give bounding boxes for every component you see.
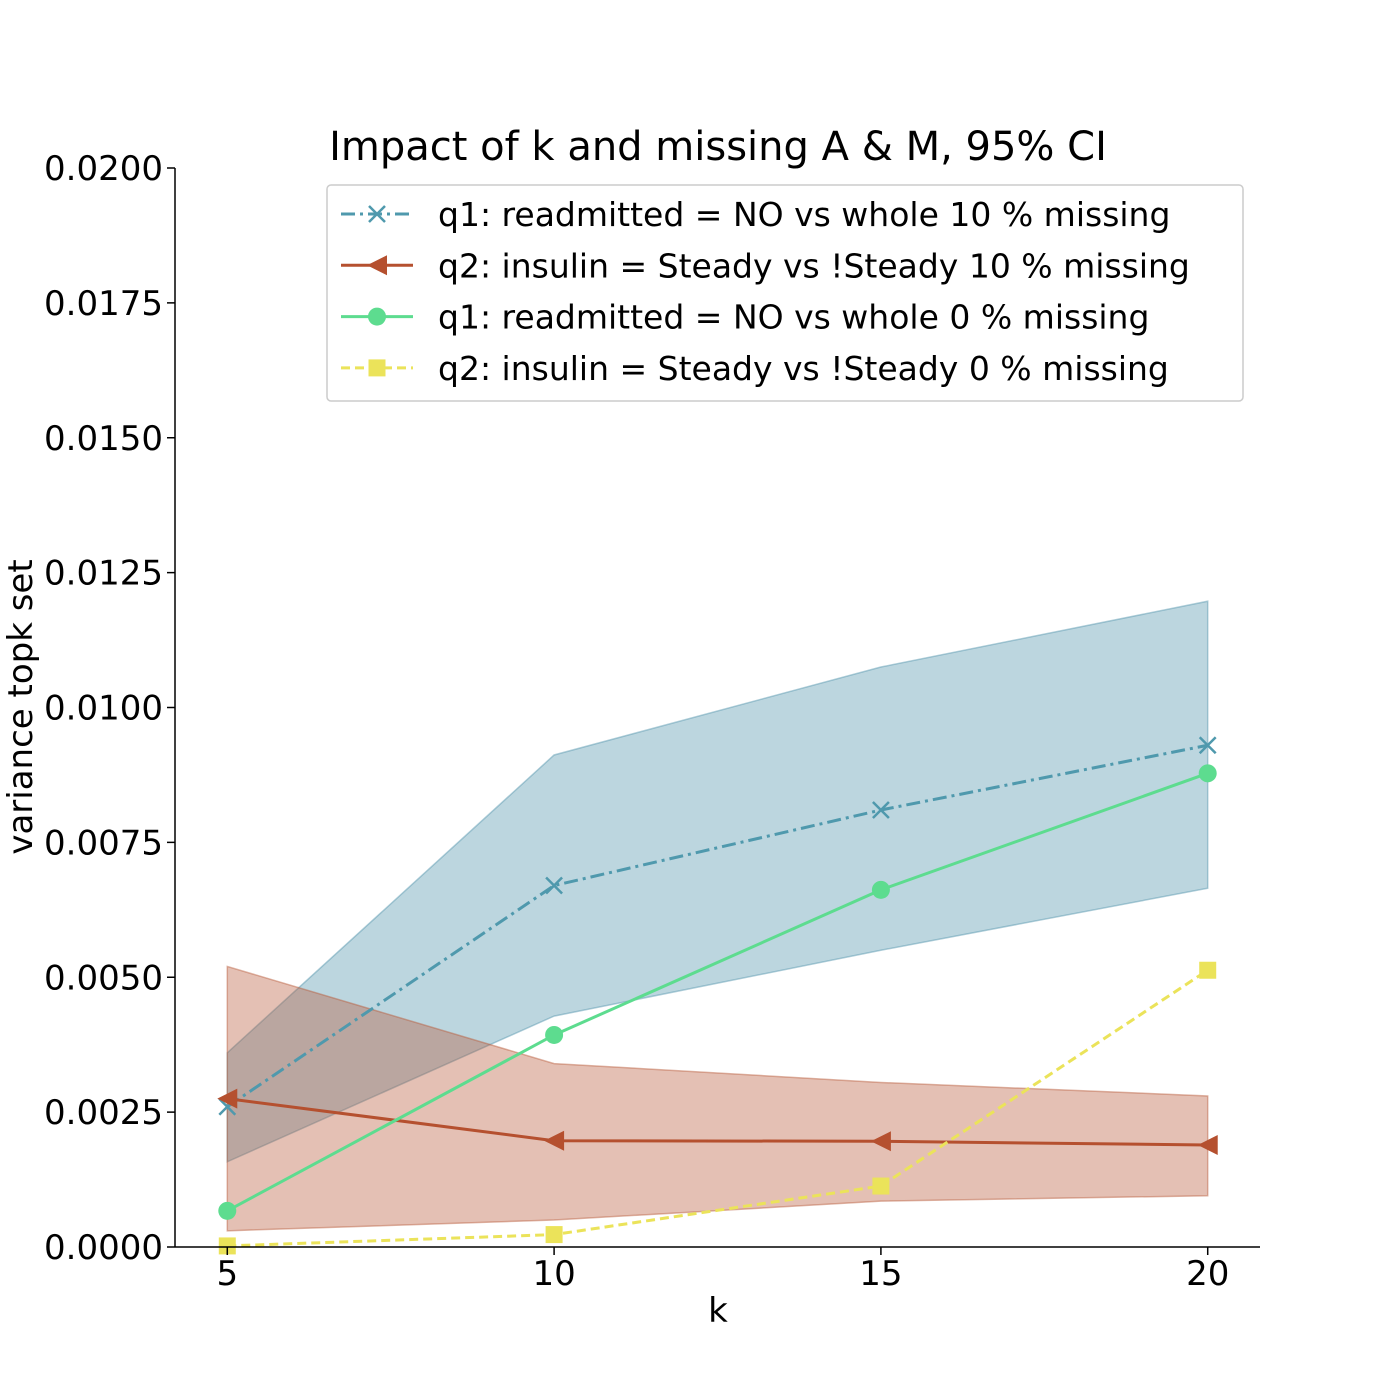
series-lines [217, 736, 1218, 1255]
data-point [545, 876, 563, 895]
chart-title: Impact of k and missing A & M, 95% CI [329, 124, 1107, 170]
data-point [1197, 1135, 1218, 1156]
legend-entry-4: q2: insulin = Steady vs !Steady 0 % miss… [341, 349, 1169, 388]
legend-label: q1: readmitted = NO vs whole 10 % missin… [438, 195, 1170, 234]
series-line-2 [227, 1097, 1208, 1147]
y-ticks: 0.0000 0.0025 0.0050 0.0075 0.0100 0.0125 0.01… [44, 149, 175, 1268]
series-3 [218, 764, 1217, 1220]
legend: q1: readmitted = NO vs whole 10 % missin… [326, 184, 1244, 402]
legend-label: q2: insulin = Steady vs !Steady 0 % miss… [438, 349, 1169, 388]
y-tick-label: 0.0050 [44, 958, 163, 998]
legend-label: q2: insulin = Steady vs !Steady 10 % mis… [438, 246, 1190, 285]
y-tick-label: 0.0150 [44, 419, 163, 459]
legend-marker [368, 205, 386, 223]
series-line-1 [226, 743, 1209, 1108]
data-point [217, 1088, 238, 1109]
y-tick-label: 0.0175 [44, 284, 163, 324]
data-point [218, 1237, 236, 1255]
legend-marker [368, 359, 386, 377]
x-ticks: 5 10 15 20 [216, 1247, 1229, 1294]
y-tick-label: 0.0075 [44, 823, 163, 863]
data-point [544, 1130, 565, 1151]
x-tick-label: 20 [1186, 1254, 1229, 1294]
data-point [1198, 736, 1217, 755]
data-point [1199, 961, 1217, 979]
y-tick-label: 0.0200 [44, 149, 163, 189]
series-4 [218, 961, 1217, 1255]
y-axis-label: variance topk set [1, 559, 41, 854]
y-tick-label: 0.0025 [44, 1093, 163, 1133]
ci-band-series-2 [226, 965, 1209, 1232]
x-tick-label: 10 [532, 1254, 575, 1294]
confidence-bands [226, 600, 1209, 1232]
y-tick-label: 0.0125 [44, 554, 163, 594]
data-point [218, 1201, 237, 1220]
y-tick-label: 0.0000 [44, 1228, 163, 1268]
data-point [545, 1025, 564, 1044]
x-tick-label: 15 [859, 1254, 902, 1294]
legend-entry-1: q1: readmitted = NO vs whole 10 % missin… [341, 195, 1170, 234]
series-line-3 [226, 771, 1209, 1213]
data-point [871, 880, 890, 899]
legend-entry-2: q2: insulin = Steady vs !Steady 10 % mis… [341, 246, 1190, 285]
x-axis-label: k [708, 1291, 728, 1331]
data-point [872, 1177, 890, 1195]
legend-entry-3: q1: readmitted = NO vs whole 0 % missing [341, 298, 1149, 337]
series-2 [217, 1088, 1218, 1156]
series-1 [218, 736, 1217, 1116]
series-line-4 [227, 968, 1209, 1248]
legend-frame [326, 184, 1244, 402]
x-tick-label: 5 [216, 1254, 238, 1294]
y-tick-label: 0.0100 [44, 689, 163, 729]
legend-marker [368, 307, 386, 326]
data-point [1198, 764, 1217, 783]
data-point [545, 1226, 563, 1244]
legend-marker [367, 255, 387, 276]
data-point [872, 801, 890, 819]
legend-label: q1: readmitted = NO vs whole 0 % missing [438, 298, 1149, 337]
data-point [870, 1131, 891, 1152]
